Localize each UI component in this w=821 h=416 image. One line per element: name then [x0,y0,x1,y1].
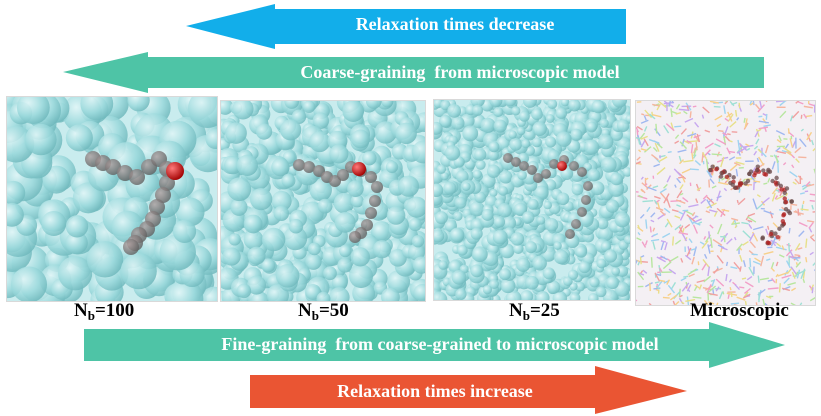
nb-50-simulation-image [221,101,425,301]
panel-nb-50 [220,100,426,302]
coarse-graining-label: Coarse-graining from microscopic model [300,62,620,82]
relaxation-decrease-arrow [186,4,626,49]
fine-graining-arrow [84,322,785,368]
relaxation-increase-label: Relaxation times increase [337,381,533,401]
fine-graining-label: Fine-graining from coarse-grained to mic… [221,334,659,354]
nb-100-simulation-image [7,97,217,301]
panel-nb-25 [433,99,631,301]
nb-25-simulation-image [434,100,630,300]
microscopic-simulation-image [636,101,815,305]
label-microscopic: Microscopic [690,300,789,321]
label-nb-25: Nb=25 [509,300,560,323]
label-nb-50: Nb=50 [298,300,349,323]
panel-microscopic [635,100,816,306]
relaxation-increase-arrow [250,366,687,414]
label-nb-100: Nb=100 [74,300,135,323]
panel-nb-100 [6,96,218,302]
coarse-graining-arrow [63,52,764,93]
relaxation-decrease-label: Relaxation times decrease [355,14,555,34]
